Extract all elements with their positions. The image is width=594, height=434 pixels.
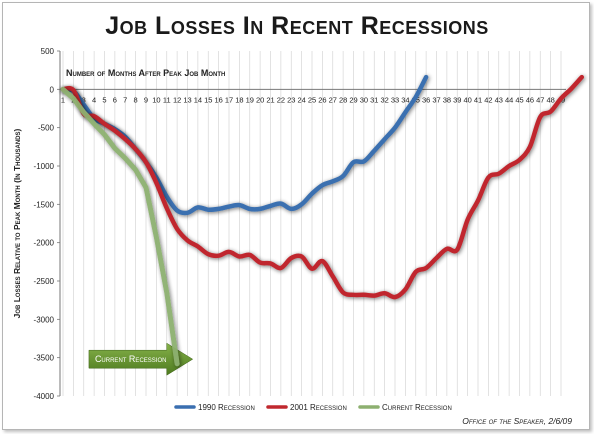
x-tick-label: 28	[339, 95, 347, 104]
x-tick-label: 23	[287, 95, 295, 104]
y-tick-label: -2500	[34, 277, 55, 286]
y-tick-label: -3000	[34, 315, 55, 324]
x-tick-label: 13	[183, 95, 191, 104]
x-axis-label: Number of Months After Peak Job Month	[66, 68, 225, 78]
x-tick-label: 44	[505, 95, 513, 104]
footer-source: Office of the Speaker, 2/6/09	[462, 416, 572, 426]
x-tick-label: 30	[360, 95, 368, 104]
x-tick-label: 21	[266, 95, 274, 104]
x-tick-label: 16	[214, 95, 222, 104]
y-tick-label: -4000	[34, 392, 55, 401]
legend-item-current: Current Recession	[358, 403, 452, 412]
legend-label: 1990 Recession	[198, 403, 255, 412]
x-tick-label: 19	[246, 95, 254, 104]
x-tick-label: 39	[453, 95, 461, 104]
y-axis-ticks: 500 0 -500 -1000 -1500 -2000 -2500 -3000 -3500 -4…	[34, 47, 60, 401]
chart-title: Job Losses In Recent Recessions	[105, 12, 489, 40]
annotation-label: Current Recession	[95, 354, 167, 364]
x-tick-label: 48	[546, 95, 554, 104]
x-tick-label: 24	[297, 95, 305, 104]
x-tick-label: 6	[113, 95, 117, 104]
y-tick-label: 0	[50, 85, 55, 94]
series-line-2001	[60, 74, 585, 300]
x-tick-label: 36	[422, 95, 430, 104]
x-tick-label: 45	[515, 95, 523, 104]
x-tick-label: 10	[152, 95, 160, 104]
x-tick-label: 4	[92, 95, 96, 104]
legend-label: Current Recession	[382, 403, 452, 412]
annotation-arrow	[88, 342, 194, 376]
y-axis-label: Job Losses Relative to Peak Month (In Th…	[12, 128, 22, 318]
x-tick-label: 43	[495, 95, 503, 104]
x-tick-label: 18	[235, 95, 243, 104]
series-lines	[60, 74, 585, 367]
y-tick-label: -2000	[34, 239, 55, 248]
legend-label: 2001 Recession	[290, 403, 347, 412]
x-tick-label: 29	[349, 95, 357, 104]
x-tick-label: 3	[82, 95, 86, 104]
x-tick-label: 15	[204, 95, 212, 104]
x-tick-label: 20	[256, 95, 264, 104]
x-tick-label: 14	[194, 95, 202, 104]
x-tick-label: 31	[370, 95, 378, 104]
x-tick-label: 32	[380, 95, 388, 104]
x-tick-label: 22	[277, 95, 285, 104]
x-tick-label: 8	[134, 95, 138, 104]
x-tick-label: 12	[173, 95, 181, 104]
x-tick-label: 33	[391, 95, 399, 104]
x-tick-label: 26	[318, 95, 326, 104]
x-axis-ticks: 1 2 3 4 5 6 7 8 9 10 11 12 13 14 15 16 17 18 19 20 21 22 23 24 2…	[61, 95, 565, 104]
current-recession-annotation: Current Recession	[88, 342, 194, 376]
x-tick-label: 27	[329, 95, 337, 104]
x-tick-label: 9	[144, 95, 148, 104]
x-tick-label: 47	[536, 95, 544, 104]
legend: 1990 Recession 2001 Recession Current Rece…	[174, 403, 452, 412]
x-tick-label: 11	[163, 95, 171, 104]
x-tick-label: 25	[308, 95, 316, 104]
legend-item-1990: 1990 Recession	[174, 403, 255, 412]
x-tick-label: 1	[61, 95, 65, 104]
x-tick-label: 41	[474, 95, 482, 104]
x-tick-label: 42	[484, 95, 492, 104]
series-line-current	[60, 86, 180, 367]
x-tick-label: 46	[526, 95, 534, 104]
y-tick-label: 500	[41, 47, 55, 56]
y-tick-label: -500	[38, 124, 55, 133]
x-tick-label: 38	[443, 95, 451, 104]
x-tick-label: 34	[401, 95, 409, 104]
x-tick-label: 17	[225, 95, 233, 104]
x-tick-label: 40	[463, 95, 471, 104]
y-tick-label: -1500	[34, 200, 55, 209]
legend-item-2001: 2001 Recession	[266, 403, 347, 412]
x-tick-label: 7	[123, 95, 127, 104]
y-tick-label: -3500	[34, 354, 55, 363]
y-tick-label: -1000	[34, 162, 55, 171]
x-tick-label: 37	[432, 95, 440, 104]
x-tick-label: 5	[102, 95, 106, 104]
